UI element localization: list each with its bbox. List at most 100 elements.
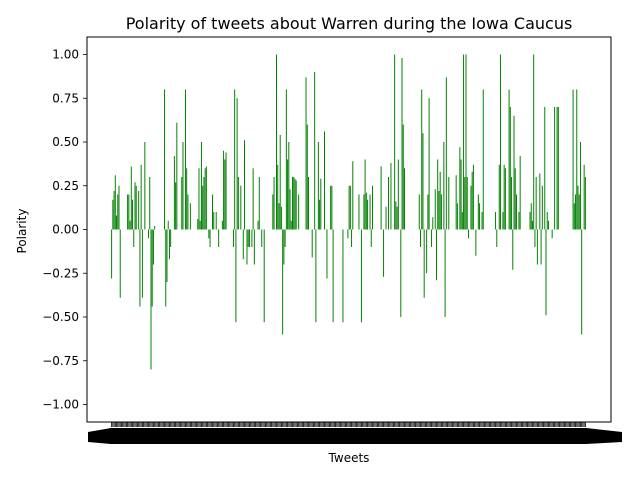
bar-136	[278, 203, 279, 229]
bar-287	[464, 177, 465, 230]
bar-258	[429, 98, 430, 229]
bar-115	[253, 168, 254, 229]
bar-316	[500, 55, 501, 230]
bar-140	[283, 230, 284, 265]
bar-83	[213, 212, 214, 230]
bar-32	[151, 230, 152, 370]
bar-201	[358, 195, 359, 230]
bar-71	[198, 168, 199, 229]
bar-313	[496, 230, 497, 248]
bar-312	[495, 212, 496, 230]
bar-19	[135, 182, 136, 229]
y-tick-label-1: −0.75	[42, 354, 79, 368]
bar-231	[395, 202, 396, 230]
bar-288	[466, 55, 467, 230]
bar-108	[244, 140, 245, 229]
bar-286	[463, 55, 464, 230]
bar-257	[427, 195, 428, 230]
bar-378	[576, 90, 577, 230]
bar-116	[254, 230, 255, 265]
bar-363	[558, 107, 559, 230]
bar-299	[479, 203, 480, 229]
bar-293	[472, 172, 473, 230]
bar-64	[190, 203, 191, 229]
bar-326	[512, 230, 513, 270]
bar-138	[281, 207, 282, 230]
bar-265	[437, 160, 438, 230]
bar-382	[581, 230, 582, 335]
bar-343	[533, 55, 534, 230]
bar-263	[435, 189, 436, 229]
bar-75	[203, 177, 204, 230]
bar-381	[580, 142, 581, 230]
bar-90	[222, 221, 223, 230]
bar-101	[235, 230, 236, 323]
bar-103	[238, 177, 239, 230]
bar-350	[542, 186, 543, 230]
y-tick-label-8: 1.00	[52, 48, 79, 62]
bar-203	[361, 230, 362, 323]
bar-61	[186, 168, 187, 229]
bar-4	[116, 216, 117, 230]
bar-323	[509, 90, 510, 230]
bar-296	[475, 230, 476, 256]
bar-48	[170, 230, 171, 248]
bar-328	[515, 168, 516, 229]
bar-348	[539, 174, 540, 230]
bar-179	[331, 186, 332, 230]
bar-375	[573, 90, 574, 230]
bar-380	[579, 195, 580, 230]
bar-233	[398, 160, 399, 230]
bar-319	[504, 165, 505, 230]
bar-301	[482, 212, 483, 230]
bar-92	[224, 160, 225, 230]
bar-119	[258, 221, 259, 230]
bar-180	[333, 230, 334, 323]
bar-196	[352, 161, 353, 229]
bar-353	[546, 230, 547, 316]
bar-18	[133, 230, 134, 248]
x-axis-label: Tweets	[328, 451, 370, 465]
bar-325	[511, 177, 512, 230]
bar-16	[131, 167, 132, 230]
bar-270	[443, 142, 444, 230]
bar-102	[237, 98, 238, 229]
bar-210	[370, 195, 371, 230]
bar-131	[272, 195, 273, 230]
y-tick-label-6: 0.50	[52, 135, 79, 149]
bar-159	[307, 125, 308, 230]
bar-315	[499, 165, 500, 230]
bar-238	[404, 168, 405, 229]
bar-22	[138, 191, 139, 230]
bar-230	[394, 55, 395, 230]
bar-193	[349, 186, 350, 230]
bar-250	[419, 195, 420, 230]
bar-142	[286, 90, 287, 230]
bar-331	[518, 212, 519, 230]
bar-148	[293, 177, 294, 230]
bar-345	[536, 177, 537, 230]
bar-144	[288, 142, 289, 230]
bar-72	[200, 221, 201, 230]
bar-302	[483, 90, 484, 230]
bar-52	[175, 182, 176, 229]
bar-168	[318, 142, 319, 230]
bar-225	[388, 177, 389, 230]
bar-385	[585, 177, 586, 230]
bar-341	[531, 203, 532, 229]
bar-235	[400, 230, 401, 318]
bar-327	[514, 116, 515, 230]
bar-24	[141, 165, 142, 230]
y-axis-label: Polarity	[15, 209, 29, 254]
bar-35	[154, 226, 155, 230]
bar-120	[259, 177, 260, 230]
bar-25	[142, 230, 143, 298]
bar-30	[148, 230, 149, 239]
bar-211	[371, 230, 372, 248]
bar-111	[248, 230, 249, 248]
bar-329	[516, 195, 517, 230]
bar-281	[457, 203, 458, 229]
y-tick-label-2: −0.50	[42, 310, 79, 324]
bar-267	[440, 172, 441, 230]
bar-384	[584, 165, 585, 230]
